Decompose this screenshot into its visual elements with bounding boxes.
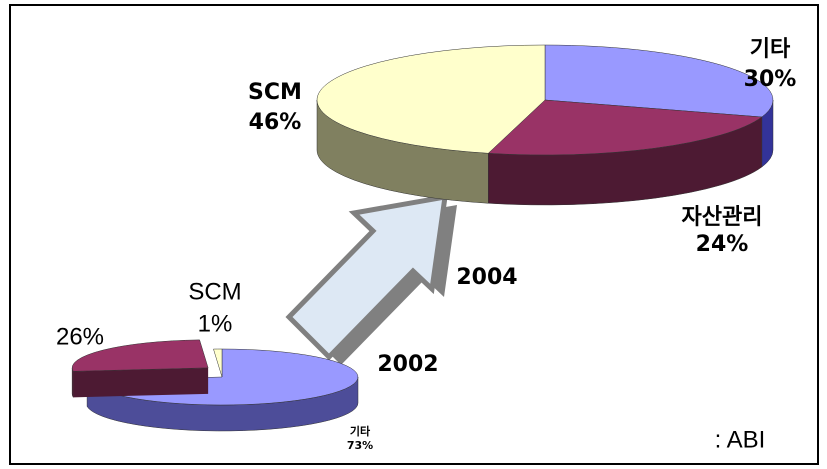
value-label: 24%	[696, 232, 749, 257]
value-label: 73%	[347, 439, 373, 452]
value-label: 30%	[744, 67, 797, 92]
slice-label: 기타	[350, 424, 371, 438]
pie-side	[73, 367, 209, 398]
slice-label: 기타	[750, 37, 791, 62]
chart-title: 2004	[456, 265, 517, 290]
source: : ABI	[715, 426, 766, 453]
arrow	[285, 193, 448, 361]
pie-slice	[544, 44, 774, 118]
pie-side	[71, 367, 74, 399]
pie-slice	[487, 99, 763, 156]
value-label: 46%	[249, 110, 302, 135]
pie-slice	[71, 339, 209, 372]
pie-slice	[316, 44, 546, 154]
slice-label: 자산관리	[682, 205, 763, 230]
value-label: 1%	[198, 310, 233, 337]
chart-title: 2002	[377, 352, 438, 377]
pie-slice	[213, 348, 223, 378]
slice-label: SCM	[248, 80, 302, 105]
value-label: 26%	[56, 323, 104, 350]
slice-label: SCM	[188, 278, 241, 305]
